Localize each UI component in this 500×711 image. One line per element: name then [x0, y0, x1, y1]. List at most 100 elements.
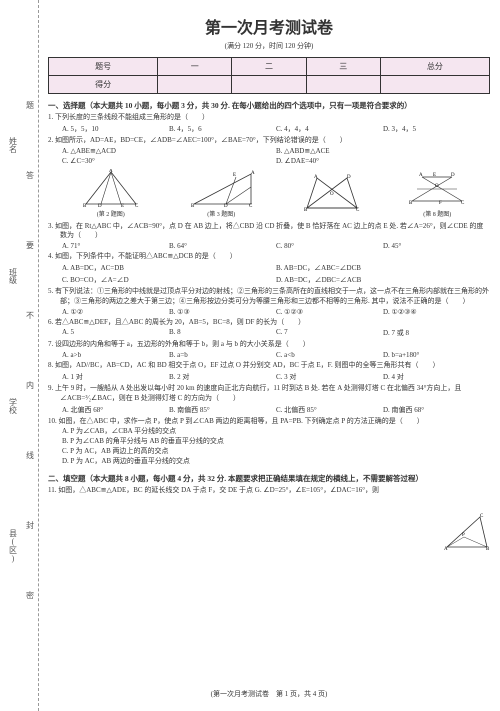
- info-labels: 姓名 班级 学校 县(区): [6, 80, 20, 620]
- q6-stem: 6. 若△ABC≌△DEF，且△ABC 的周长为 20，AB=5，BC=8，则 …: [48, 318, 490, 328]
- q3-d: D. 45°: [383, 242, 490, 250]
- svg-text:D: D: [451, 173, 455, 178]
- binding-labels: 题 答 要 不 内 线 封 密: [24, 70, 36, 630]
- th-total: 总分: [380, 58, 489, 76]
- q5-a: A. ①②: [62, 308, 169, 316]
- q6-a: A. 5: [62, 328, 169, 338]
- q5-stem: 5. 有下列说法：①三角形的中线就是过顶点平分对边的射线；②三角形的三条高所在的…: [48, 287, 490, 307]
- q3-a: A. 71°: [62, 242, 169, 250]
- q4-stem: 4. 如图，下列条件中，不能证明△ABC≌△DCB 的是（ ）: [48, 252, 490, 262]
- figure-row: BACDE (第 2 题图) BCADE (第 3 题图) ADBCO AEDB…: [48, 169, 490, 218]
- q7-d: D. b=a+180°: [383, 351, 490, 359]
- q9-c: C. 北偏西 85°: [276, 405, 383, 415]
- q2-opts-cd: C. ∠C=30° D. ∠DAE=40°: [48, 157, 490, 165]
- svg-text:A: A: [419, 173, 423, 178]
- q1-opts: A. 5，5，10 B. 4，5，6 C. 4，4，4 D. 3，4，5: [48, 124, 490, 134]
- q10-b: B. P 为∠CAB 的角平分线与 AB 的垂直平分线的交点: [48, 437, 490, 447]
- q7-a: A. a>b: [62, 351, 169, 359]
- q7-stem: 7. 设四边形的内角和等于 a，五边形的外角和等于 b，则 a 与 b 的大小关…: [48, 340, 490, 350]
- svg-text:O: O: [330, 192, 334, 197]
- info-name: 姓名: [8, 137, 19, 153]
- th-3: 三: [306, 58, 380, 76]
- fig-3-caption: (第 3 题图): [207, 212, 235, 218]
- q8-a: A. 1 对: [62, 372, 169, 382]
- q1-b: B. 4，5，6: [169, 124, 276, 134]
- th-score: 得分: [49, 76, 158, 94]
- triangle-icon: B C A D E: [186, 169, 256, 207]
- section-2-title: 二、填空题（本大题共 8 小题，每小题 4 分，共 32 分. 本题要求把正确结…: [48, 473, 490, 484]
- binding-char: 内: [25, 381, 36, 389]
- score-cell: [158, 76, 232, 94]
- q10-a: A. P 为∠CAB，∠CBA 平分线的交点: [48, 427, 490, 437]
- svg-text:F: F: [439, 201, 442, 206]
- page-footer: (第一次月考测试卷 第 1 页，共 4 页): [48, 689, 490, 699]
- q11-stem: 11. 如图，△ABC≌△ADE，BC 的延长线交 DA 于点 F，交 DE 于…: [48, 486, 490, 496]
- q1-a: A. 5，5，10: [62, 124, 169, 134]
- svg-text:E: E: [233, 173, 236, 178]
- q1-d: D. 3，4，5: [383, 124, 490, 134]
- binding-char: 线: [25, 451, 36, 459]
- svg-text:B: B: [486, 547, 490, 552]
- section-1-title: 一、选择题（本大题共 10 小题，每小题 3 分，共 30 分. 在每小题给出的…: [48, 100, 490, 111]
- info-school: 学校: [8, 398, 19, 414]
- svg-text:B: B: [83, 204, 87, 207]
- svg-text:B: B: [409, 201, 413, 206]
- q7-b: B. a=b: [169, 351, 276, 359]
- binding-char: 要: [25, 241, 36, 249]
- score-table: 题号 一 二 三 总分 得分: [48, 57, 490, 94]
- svg-text:C: C: [461, 201, 465, 206]
- q2-d: D. ∠DAE=40°: [276, 157, 490, 165]
- q4-opts-ab: A. AB=DC，AC=DB B. AB=DC，∠ABC=∠DCB: [48, 263, 490, 273]
- q1-stem: 1. 下列长度的三条线段不能组成三角形的是（ ）: [48, 113, 490, 123]
- q10-c: C. P 为 AC，AB 两边上的高的交点: [48, 447, 490, 457]
- svg-text:D: D: [347, 175, 351, 180]
- svg-text:B: B: [191, 204, 195, 207]
- q10-d: D. P 为 AC，AB 两边的垂直平分线的交点: [48, 457, 490, 467]
- score-cell: [306, 76, 380, 94]
- fig-2: BACDE (第 2 题图): [81, 169, 141, 218]
- binding-char: 题: [25, 101, 36, 109]
- th-num: 题号: [49, 58, 158, 76]
- q5-opts: A. ①② B. ①③ C. ①②③ D. ①②③④: [48, 308, 490, 316]
- svg-text:D: D: [98, 204, 102, 207]
- q4-b: B. AB=DC，∠ABC=∠DCB: [276, 263, 490, 273]
- svg-text:D: D: [224, 204, 228, 207]
- q7-c: C. a<b: [276, 351, 383, 359]
- q6-opts: A. 5 B. 8 C. 7 D. 7 或 8: [48, 328, 490, 338]
- q2-opts-ab: A. △ABE≌△ACD B. △ABD≌△ACE: [48, 147, 490, 155]
- svg-text:A: A: [314, 175, 318, 180]
- binding-line: [38, 0, 39, 711]
- q5-c: C. ①②③: [276, 308, 383, 316]
- q6-d: D. 7 或 8: [383, 328, 490, 338]
- q7-opts: A. a>b B. a=b C. a<b D. b=a+180°: [48, 351, 490, 359]
- q8-c: C. 3 对: [276, 372, 383, 382]
- q3-b: B. 64°: [169, 242, 276, 250]
- q5-d: D. ①②③④: [383, 308, 490, 316]
- q3-c: C. 80°: [276, 242, 383, 250]
- triangle-icon: A D B C O: [302, 173, 362, 211]
- binding-char: 答: [25, 171, 36, 179]
- triangle-icon: BACDE: [81, 169, 141, 207]
- score-cell: [232, 76, 306, 94]
- triangle-icon: ABCP: [442, 512, 490, 552]
- svg-text:C: C: [356, 208, 360, 211]
- svg-text:E: E: [433, 173, 436, 178]
- q3-opts: A. 71° B. 64° C. 80° D. 45°: [48, 242, 490, 250]
- q9-stem: 9. 上午 9 时，一艘船从 A 处出发以每小时 20 km 的速度向正北方向航…: [48, 384, 490, 404]
- svg-text:C: C: [249, 204, 253, 207]
- th-1: 一: [158, 58, 232, 76]
- q9-d: D. 南偏西 68°: [383, 405, 490, 415]
- svg-text:B: B: [304, 208, 308, 211]
- q1-c: C. 4，4，4: [276, 124, 383, 134]
- svg-text:A: A: [251, 171, 255, 176]
- info-county: 县(区): [8, 529, 19, 563]
- svg-text:A: A: [109, 169, 113, 174]
- score-cell: [380, 76, 489, 94]
- svg-text:C: C: [135, 204, 139, 207]
- binding-char: 不: [25, 311, 36, 319]
- q8-d: D. 4 对: [383, 372, 490, 382]
- q9-a: A. 北偏西 68°: [62, 405, 169, 415]
- q3-stem: 3. 如图，在 Rt△ABC 中，∠ACB=90°，点 D 在 AB 边上，将△…: [48, 222, 490, 242]
- q6-b: B. 8: [169, 328, 276, 338]
- binding-char: 封: [25, 521, 36, 529]
